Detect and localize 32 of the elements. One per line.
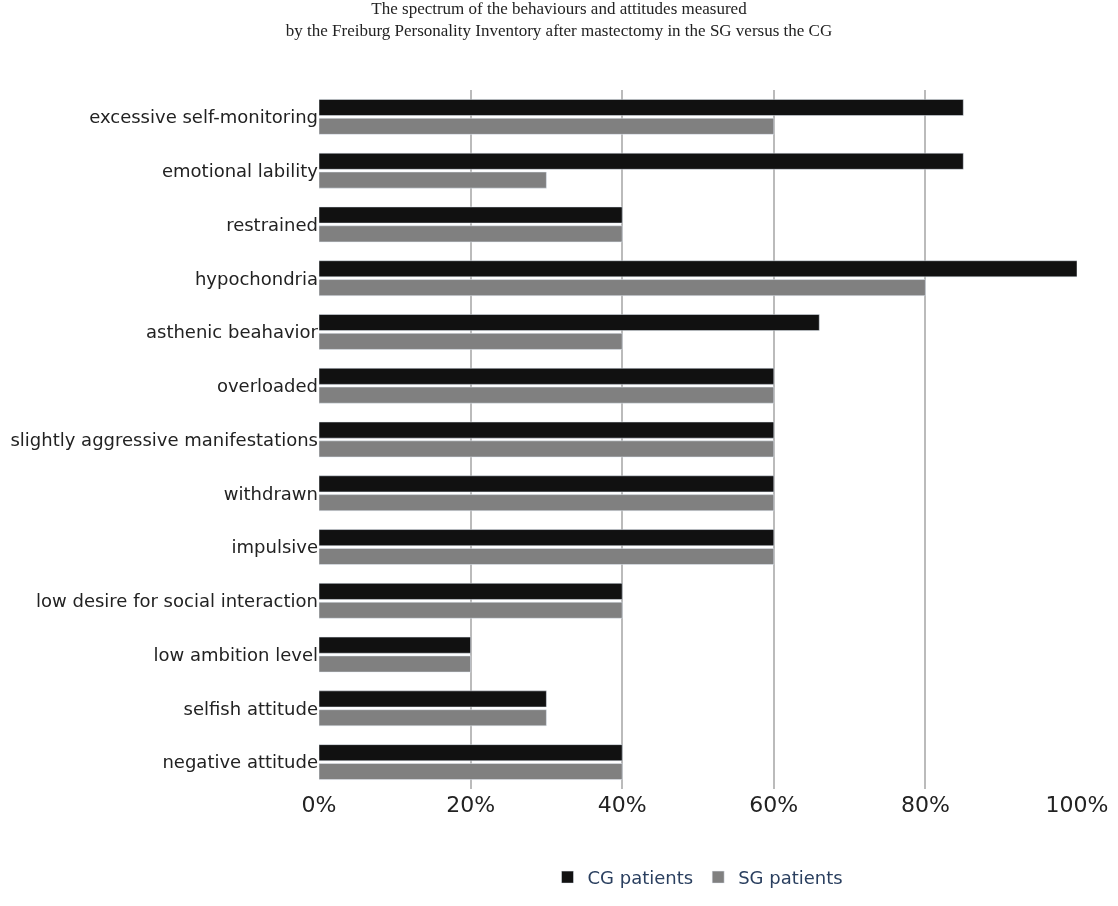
x-tick-label: 60% [749, 792, 799, 817]
x-tick-label: 40% [597, 792, 647, 817]
bar [319, 314, 820, 331]
x-tick-label: 0% [301, 792, 337, 817]
bar [319, 763, 623, 780]
chart-title: The spectrum of the behaviours and attitudes measured by the Freiburg Personality Inventory after mastectomy in the SG versus the CG [285, 0, 833, 40]
bar [319, 744, 623, 762]
y-tick-label: excessive self-monitoring [89, 106, 318, 128]
legend-label: CG patients [587, 867, 694, 889]
y-tick-label: withdrawn [223, 482, 318, 504]
y-tick-label: restrained [226, 213, 318, 235]
bar [319, 99, 964, 116]
y-tick-label: negative attitude [162, 751, 318, 773]
y-tick-label: selfish attitude [183, 697, 318, 719]
y-tick-label: impulsive [231, 536, 318, 558]
bar [319, 333, 623, 350]
y-tick-label: slightly aggressive manifestations [10, 428, 318, 450]
bar [319, 583, 623, 600]
y-tick-label: low desire for social interaction [36, 590, 318, 612]
bar [319, 548, 775, 565]
y-tick-label: emotional lability [161, 159, 319, 181]
x-tick-label: 20% [446, 792, 496, 817]
x-tick-label: 80% [900, 792, 950, 817]
bar [319, 117, 775, 135]
legend-label: SG patients [738, 867, 843, 889]
y-tick-label: overloaded [216, 375, 318, 397]
y-tick-label: hypochondria [194, 267, 318, 289]
y-tick-label: asthenic beahavior [145, 321, 319, 343]
x-tick-label: 100% [1045, 792, 1109, 817]
bar [319, 601, 623, 619]
bar [319, 529, 775, 546]
y-tick-label: low ambition level [153, 643, 318, 665]
